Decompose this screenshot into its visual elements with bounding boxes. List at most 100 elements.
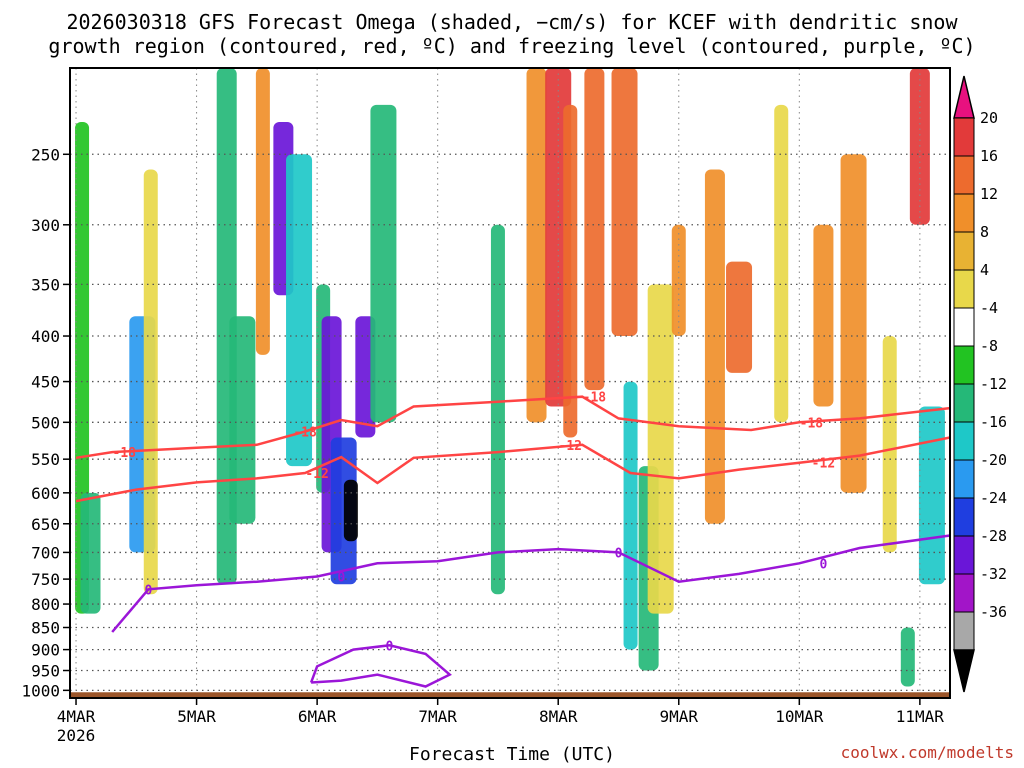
colorbar-tick-label: -36 [980,603,1007,621]
ground-fill [70,692,950,698]
colorbar-tick-label: 20 [980,109,998,127]
omega-cell [726,261,753,373]
colorbar-tick-label: 4 [980,261,989,279]
colorbar-segment [953,117,975,157]
y-tick-label: 850 [31,618,60,637]
colorbar-segment [953,611,975,651]
y-tick-label: 700 [31,543,60,562]
colorbar-tick-label: 8 [980,223,989,241]
omega-cell [647,284,674,614]
y-tick-label: 350 [31,275,60,294]
contour-label: -18 [583,391,607,406]
colorbar-top-arrow [953,75,975,119]
omega-cell [671,224,686,337]
colorbar-segment [953,269,975,309]
contour-label: 0 [144,583,152,598]
y-tick-label: 650 [31,515,60,534]
x-tick-label: 5MAR [177,707,216,726]
contour--18-line [75,395,951,460]
omega-cell [526,68,547,423]
y-tick-label: 600 [31,484,60,503]
x-tick-label: 8MAR [539,707,578,726]
colorbar-tick-label: -24 [980,489,1007,507]
colorbar-tick-label: 12 [980,185,998,203]
omega-cell [490,224,505,595]
chart-title-line-1: 2026030318 GFS Forecast Omega (shaded, −… [66,10,958,34]
colorbar-tick-label: -12 [980,375,1007,393]
omega-cell [370,104,397,423]
plot-background [70,68,950,698]
contour-0-line [111,534,951,633]
y-tick-label: 400 [31,327,60,346]
colorbar-segment [953,421,975,461]
contour-label: 0 [386,639,394,654]
contour-label: 0 [337,571,345,586]
colorbar-tick-label: -8 [980,337,998,355]
y-tick-label: 550 [31,450,60,469]
contour-label: -12 [812,457,835,472]
omega-cell [143,169,158,595]
colorbar-tick-label: -16 [980,413,1007,431]
x-tick-sublabel: 2026 [57,726,96,745]
y-tick-label: 300 [31,216,60,235]
colorbar-segment [953,155,975,195]
colorbar-segment [953,193,975,233]
contour--12-line [75,436,951,503]
y-tick-label: 1000 [21,681,60,700]
omega-cell [286,154,313,467]
contour-label: -12 [305,467,328,482]
y-tick-label: 900 [31,641,60,660]
watermark: coolwx.com/modelts [840,743,1014,762]
y-tick-label: 500 [31,413,60,432]
x-tick-label: 4MAR [57,707,96,726]
omega-cell [584,68,605,391]
plot-frame [69,67,951,699]
omega-cell [80,492,101,614]
colorbar-segment [953,345,975,385]
colorbar-bottom-arrow [953,649,975,693]
contour-label: 0 [820,557,828,572]
colorbar-segment [953,497,975,537]
colorbar-tick-label: 16 [980,147,998,165]
y-tick-label: 950 [31,662,60,681]
omega-cell [704,169,725,524]
colorbar-tick-label: -4 [980,299,998,317]
omega-cell [229,316,256,524]
contour-label: -18 [113,446,137,461]
omega-cell [840,154,867,493]
omega-cell [774,104,789,423]
omega-cell [611,68,638,337]
contour-0b-line [309,644,452,688]
contour-label: -18 [800,416,824,431]
colorbar-segment [953,307,975,347]
omega-cell [900,627,915,687]
y-tick-label: 750 [31,570,60,589]
x-axis-label: Forecast Time (UTC) [409,744,615,765]
omega-cell [563,104,578,438]
chart-title-line-2: growth region (contoured, red, ºC) and f… [48,34,976,58]
x-tick-label: 9MAR [660,707,699,726]
contour-label: -18 [293,425,317,440]
contour-label: 0 [615,546,623,561]
x-tick-label: 11MAR [896,707,945,726]
colorbar-segment [953,383,975,423]
omega-cell [255,68,270,355]
colorbar-segment [953,231,975,271]
omega-cell [355,316,376,438]
omega-cell [75,122,90,614]
x-tick-label: 7MAR [418,707,457,726]
colorbar-segment [953,573,975,613]
colorbar-segment [953,535,975,575]
colorbar-segment [953,459,975,499]
colorbar-tick-label: -20 [980,451,1007,469]
x-tick-label: 6MAR [298,707,337,726]
colorbar-tick-label: -28 [980,527,1007,545]
omega-cell [813,224,834,407]
y-tick-label: 450 [31,373,60,392]
colorbar-tick-label: -32 [980,565,1007,583]
omega-cell [623,381,638,650]
omega-cell [882,336,897,553]
x-tick-label: 10MAR [775,707,824,726]
omega-cell [343,479,358,542]
